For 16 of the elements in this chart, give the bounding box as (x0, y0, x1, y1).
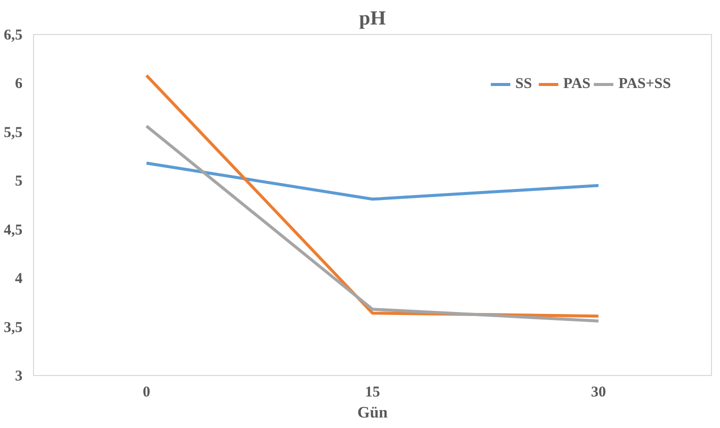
y-tick-label: 3,5 (4, 320, 22, 336)
y-tick-label: 5,5 (4, 124, 22, 141)
chart-title: pH (359, 8, 386, 30)
y-tick-label: 4 (15, 271, 23, 288)
y-tick-label: 4,5 (4, 222, 22, 238)
x-axis-title: Gün (357, 404, 388, 422)
x-tick-label: 0 (142, 384, 150, 400)
legend-label: SS (515, 76, 533, 92)
x-tick-label: 30 (591, 384, 606, 400)
legend-label: PAS (563, 76, 591, 92)
y-tick-label: 6 (15, 76, 23, 92)
legend-label: PAS+SS (618, 76, 671, 92)
x-tick-label: 15 (365, 384, 380, 400)
y-tick-label: 6,5 (4, 28, 22, 44)
y-tick-label: 3 (15, 368, 22, 384)
y-tick-label: 5 (15, 174, 22, 190)
